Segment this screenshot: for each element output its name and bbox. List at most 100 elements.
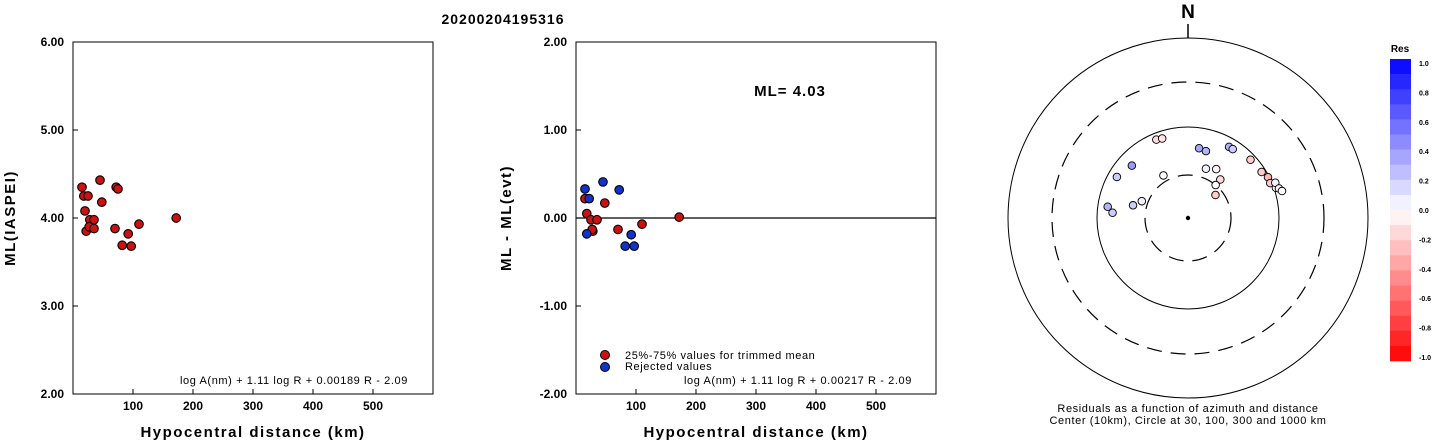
colorbar-cell: [1390, 89, 1411, 105]
polar-caption-line2: Center (10km), Circle at 30, 100, 300 an…: [1049, 415, 1326, 427]
colorbar-label: -0.4: [1419, 267, 1431, 274]
legend-marker-rejected: [600, 362, 610, 372]
plot2-formula: log A(nm) + 1.11 log R + 0.00217 R - 2.0…: [684, 375, 912, 387]
plot1-frame: [72, 41, 434, 395]
plot1-ytick-label: 2.00: [41, 387, 65, 401]
plot1-data-point: [77, 182, 87, 193]
colorbar-cell: [1390, 149, 1411, 165]
plot1-data-point: [123, 228, 134, 239]
plot1-data-point: [89, 223, 99, 234]
plot2-data-point: [613, 224, 623, 235]
colorbar-label: -0.8: [1419, 326, 1431, 333]
plot2-xtick-label: 200: [686, 399, 706, 413]
colorbar-label: 0.8: [1419, 90, 1429, 97]
colorbar-label: 0.4: [1419, 149, 1429, 156]
colorbar-cell: [1390, 164, 1411, 181]
colorbar-cell: [1390, 330, 1411, 347]
colorbar-cell: [1390, 119, 1411, 135]
residual-colorbar: Res 1.0 0.8 0.6 0.4 0.2 0.0 -0.2 -0.4 -0.6 -0.8 -1…: [1390, 44, 1431, 362]
plot2-xtick-label: 100: [626, 399, 646, 413]
azimuth-point: [1103, 202, 1112, 211]
azimuth-point: [1211, 190, 1220, 200]
plot1-xtick-label: 100: [123, 399, 143, 413]
plot2-xlabel: Hypocentral distance (km): [643, 424, 868, 441]
plot1-ylabel: ML(IASPEI): [2, 170, 19, 266]
azimuth-point: [1211, 180, 1220, 190]
azimuth-point: [1216, 175, 1225, 184]
plot2-xtick-label: 400: [806, 399, 826, 413]
colorbar-cell: [1390, 59, 1411, 75]
colorbar-label: 1.0: [1419, 61, 1429, 68]
plot1-xtick-label: 500: [363, 399, 383, 413]
colorbar-cell: [1390, 240, 1411, 256]
plot1-xtick-label: 300: [243, 399, 263, 413]
plot1-data-point: [171, 213, 182, 223]
colorbar-title: Res: [1391, 44, 1410, 55]
plot2-data-point: [581, 228, 592, 239]
north-label: N: [1181, 2, 1195, 23]
colorbar-cell: [1390, 255, 1411, 271]
ring-30km: [1144, 174, 1232, 262]
colorbar-label: -0.2: [1419, 237, 1431, 244]
plot2-ytick-label: 1.00: [544, 123, 568, 137]
azimuth-point: [1108, 208, 1117, 217]
polar-caption-line1: Residuals as a function of azimuth and d…: [1057, 403, 1318, 415]
plot1-data-point: [113, 184, 123, 194]
plot2-data-point: [584, 193, 595, 204]
legend-label-trimmed: 25%-75% values for trimmed mean: [625, 350, 815, 362]
plot2-data-point: [614, 184, 625, 195]
ring-100km: [1096, 126, 1280, 310]
plot2-xtick-label: 300: [746, 399, 766, 413]
plot2-ytick-label: 2.00: [544, 35, 568, 49]
azimuth-points: [1103, 134, 1287, 217]
colorbar-cell: [1390, 134, 1411, 150]
plot2-ytick-label: 0.00: [544, 211, 568, 225]
plot1-data-point: [134, 219, 144, 230]
azimuth-point: [1201, 146, 1211, 156]
plot1-ticks: 100 200 300 400 500 2.00 3.00 4.00 5.00 6.00: [41, 35, 384, 413]
plot1-data-point: [83, 191, 93, 201]
colorbar-cell: [1390, 345, 1411, 362]
center-dot: [1185, 215, 1191, 221]
colorbar-cell: [1390, 179, 1411, 196]
colorbar-labels: 1.0 0.8 0.6 0.4 0.2 0.0 -0.2 -0.4 -0.6 -0.8 -1.0: [1419, 61, 1431, 362]
colorbar-label: -1.0: [1419, 355, 1431, 362]
plot2-ylabel: ML - ML(evt): [498, 165, 515, 271]
legend-label-rejected: Rejected values: [625, 361, 712, 373]
colorbar-cell: [1390, 285, 1411, 301]
azimuth-point: [1228, 144, 1237, 154]
plot2-data-point: [629, 241, 640, 252]
plot1-xlabel: Hypocentral distance (km): [140, 424, 365, 441]
plot2-data-point: [599, 198, 610, 208]
azimuth-point: [1137, 196, 1147, 206]
azimuth-point: [1246, 155, 1255, 164]
plot2-ytick-label: -2.00: [540, 387, 568, 401]
azimuth-point: [1112, 172, 1122, 182]
plot1-ytick-label: 4.00: [41, 211, 65, 225]
plot2-xtick-label: 500: [866, 399, 886, 413]
plot2-data-point: [620, 241, 631, 252]
colorbar-cell: [1390, 194, 1411, 211]
plot1-data-point: [80, 206, 90, 216]
plot1-xtick-label: 400: [303, 399, 323, 413]
colorbar-label: 0.0: [1419, 208, 1429, 215]
colorbar-cells: [1390, 59, 1411, 362]
plot2-ytick-label: -1.00: [540, 299, 568, 313]
colorbar-cell: [1390, 300, 1411, 316]
colorbar-cell: [1390, 210, 1411, 226]
plot2-ticks: 100 200 300 400 500 -2.00 -1.00 0.00 1.00 2.00: [540, 35, 887, 413]
plot1-data-point: [117, 240, 128, 251]
plot2-data-point: [626, 229, 637, 240]
azimuth-residual-plot: N Residuals as a function of azimuth and…: [1007, 2, 1369, 427]
azimuth-point: [1157, 134, 1167, 143]
plot1-data-point: [96, 197, 107, 208]
colorbar-cell: [1390, 104, 1411, 120]
plot2-points: [580, 177, 685, 252]
plot2-ml-annotation: ML= 4.03: [754, 83, 826, 100]
colorbar-cell: [1390, 225, 1411, 241]
ring-300km: [1051, 81, 1325, 355]
plot1-ytick-label: 3.00: [41, 299, 65, 313]
colorbar-label: 0.6: [1419, 120, 1429, 127]
plot2-data-point: [637, 219, 647, 230]
